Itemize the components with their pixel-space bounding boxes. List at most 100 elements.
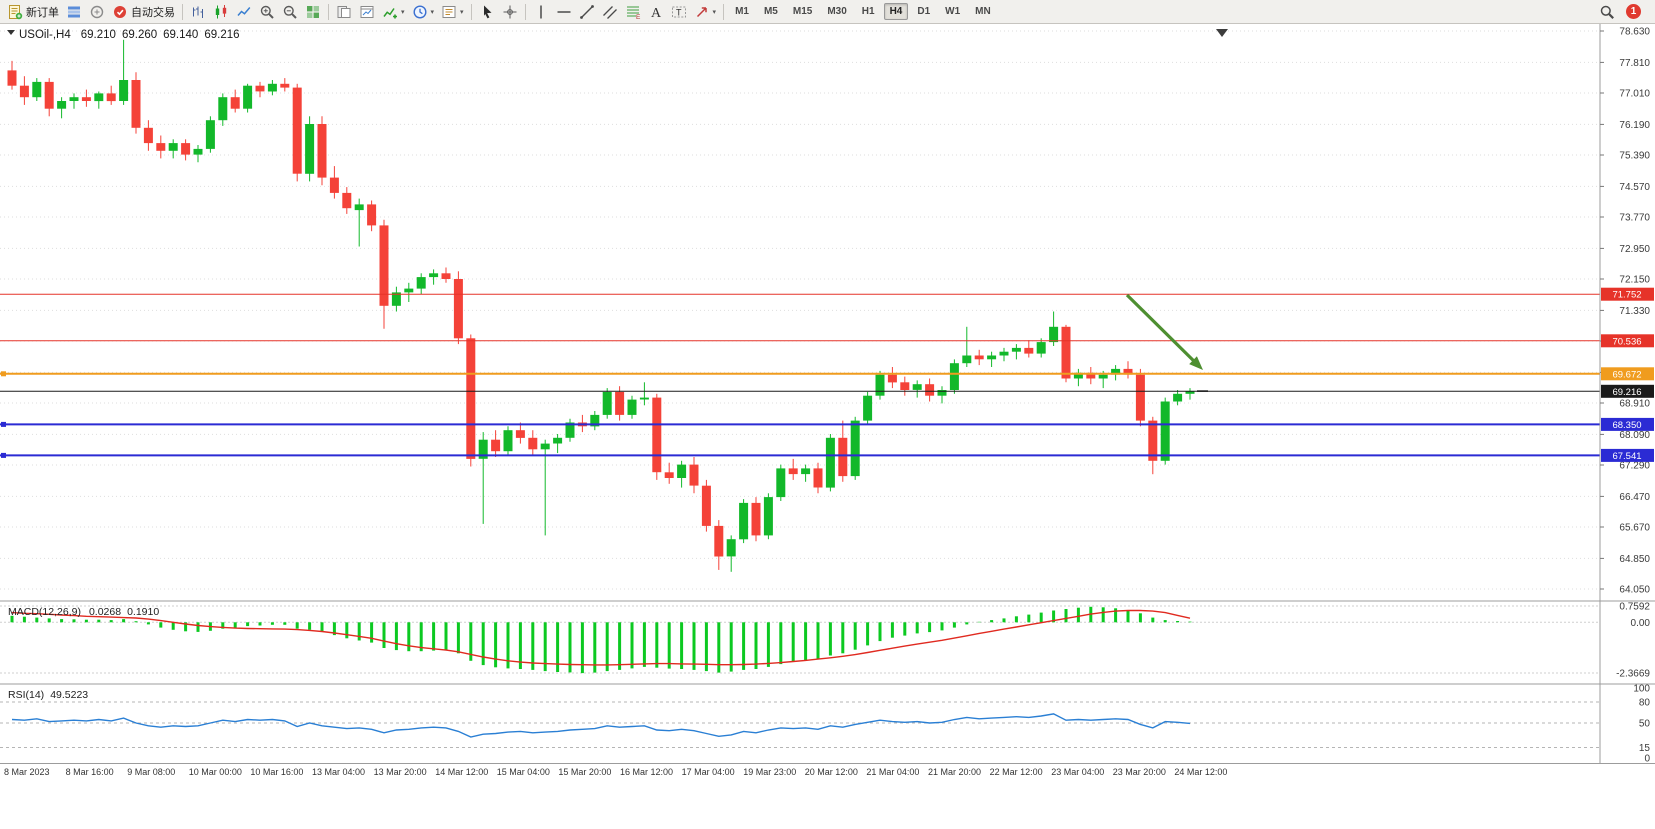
price-axis-label: 68.910: [1619, 399, 1650, 410]
dropdown-caret-icon: ▾: [430, 8, 435, 16]
zoom-in-button[interactable]: [256, 1, 278, 23]
timeframe-m5-button[interactable]: M5: [763, 6, 778, 17]
candle-up: [243, 85, 253, 109]
time-axis-label: 13 Mar 20:00: [373, 767, 427, 777]
price-badge: [1601, 334, 1654, 348]
candle-up: [776, 468, 786, 498]
candle-down: [615, 391, 625, 415]
toolbar-separator: [524, 3, 526, 20]
candlestick-chart-button[interactable]: [210, 1, 232, 23]
cursor-button[interactable]: [476, 1, 498, 23]
candle-down: [515, 430, 525, 438]
templates-button[interactable]: ▾: [438, 1, 467, 23]
candle-up: [354, 204, 364, 211]
candle-down: [292, 87, 302, 174]
candle-down: [714, 525, 724, 557]
timeframe-w1-button[interactable]: W1: [945, 6, 961, 17]
candle-up: [119, 80, 129, 101]
time-axis-label: 14 Mar 12:00: [435, 767, 489, 777]
line-handle[interactable]: [1, 421, 6, 427]
time-axis-label: 16 Mar 12:00: [620, 767, 674, 777]
new-order-button[interactable]: 新订单: [4, 1, 62, 23]
timeframe-h4-button[interactable]: H4: [883, 3, 909, 20]
text-label-button[interactable]: T: [668, 1, 690, 23]
line-chart-button[interactable]: [233, 1, 255, 23]
chart-area[interactable]: 78.630 77.810 77.010 76.190 75.390 74.570 73.7…: [0, 24, 1655, 764]
indicators-button[interactable]: ▾: [379, 1, 408, 23]
periods-button[interactable]: ▾: [409, 1, 438, 23]
zoom-out-button[interactable]: [279, 1, 301, 23]
candle-down: [329, 177, 339, 193]
candle-up: [937, 390, 947, 396]
notifications-badge[interactable]: 1: [1626, 4, 1641, 19]
candle-up: [1098, 374, 1108, 379]
timeframe-d1-button[interactable]: D1: [917, 6, 931, 17]
data-window-button[interactable]: [86, 1, 108, 23]
macd-axis-label: -2.3669: [1616, 669, 1650, 680]
trend-arrow[interactable]: [1125, 293, 1198, 365]
candle-down: [280, 83, 290, 88]
market-watch-button[interactable]: [63, 1, 85, 23]
timeframe-m1-button[interactable]: M1: [735, 6, 749, 17]
autotrading-button[interactable]: 自动交易: [109, 1, 178, 23]
vertical-line-button[interactable]: [530, 1, 552, 23]
trend-arrow-head[interactable]: [1189, 356, 1203, 370]
macd-axis-label: 0.7592: [1619, 602, 1650, 613]
symbol-dropdown-icon[interactable]: [7, 30, 15, 35]
candle-up: [1173, 393, 1183, 402]
timeframe-m15-button[interactable]: M15: [792, 6, 813, 17]
candle-up: [404, 288, 414, 293]
candle-down: [1135, 374, 1145, 421]
arrows-icon: [694, 4, 710, 20]
candle-up: [825, 437, 835, 488]
candle-down: [887, 374, 897, 383]
trendline-button[interactable]: [576, 1, 598, 23]
horizontal-line-icon: [556, 4, 572, 20]
chart-shift-marker[interactable]: [1216, 29, 1228, 37]
dropdown-caret-icon: ▾: [401, 8, 405, 16]
rsi-axis-label: 0: [1644, 754, 1650, 765]
candle-up: [602, 391, 612, 415]
time-axis-label: 19 Mar 23:00: [743, 767, 797, 777]
candle-up: [391, 292, 401, 306]
line-chart-icon: [236, 4, 252, 20]
line-handle[interactable]: [1, 452, 6, 458]
profile-button[interactable]: [333, 1, 355, 23]
candle-down: [255, 85, 265, 92]
toolbar-separator: [470, 3, 472, 20]
price-axis-label: 78.630: [1619, 27, 1650, 38]
crosshair-button[interactable]: [499, 1, 521, 23]
candle-down: [81, 97, 91, 101]
price-axis-label: 76.190: [1619, 120, 1650, 131]
timeframe-h1-button[interactable]: H1: [861, 6, 875, 17]
search-button[interactable]: [1596, 1, 1618, 23]
candle-down: [453, 279, 463, 339]
time-axis[interactable]: 8 Mar 2023 8 Mar 16:00 9 Mar 08:00 10 Mar 0…: [0, 764, 1600, 782]
price-badge: [1601, 417, 1654, 431]
horizontal-line-button[interactable]: [553, 1, 575, 23]
price-axis-label: 72.950: [1619, 244, 1650, 255]
timeframe-m30-button[interactable]: M30: [827, 6, 847, 17]
candle-up: [1073, 372, 1083, 379]
chart-layers: 78.630 77.810 77.010 76.190 75.390 74.570 73.7…: [0, 24, 1655, 764]
bar-chart-button[interactable]: [187, 1, 209, 23]
text-button[interactable]: A: [645, 1, 667, 23]
tile-windows-button[interactable]: [302, 1, 324, 23]
chart-window-button[interactable]: [356, 1, 378, 23]
channel-button[interactable]: [599, 1, 621, 23]
candle-down: [788, 468, 798, 475]
price-badge-label: 69.216: [1612, 387, 1641, 398]
fibonacci-button[interactable]: E: [622, 1, 644, 23]
line-handle[interactable]: [1, 371, 6, 377]
candle-up: [57, 101, 67, 109]
vertical-line-icon: [533, 4, 549, 20]
candle-up: [590, 414, 600, 427]
candle-up: [1036, 342, 1046, 354]
rsi-line: [11, 713, 1191, 738]
arrows-button[interactable]: ▾: [691, 1, 720, 23]
price-axis-label: 72.150: [1619, 275, 1650, 286]
timeframe-mn-button[interactable]: MN: [975, 6, 991, 17]
dropdown-caret-icon: ▾: [460, 8, 464, 16]
rsi-axis-label: 100: [1633, 684, 1650, 695]
